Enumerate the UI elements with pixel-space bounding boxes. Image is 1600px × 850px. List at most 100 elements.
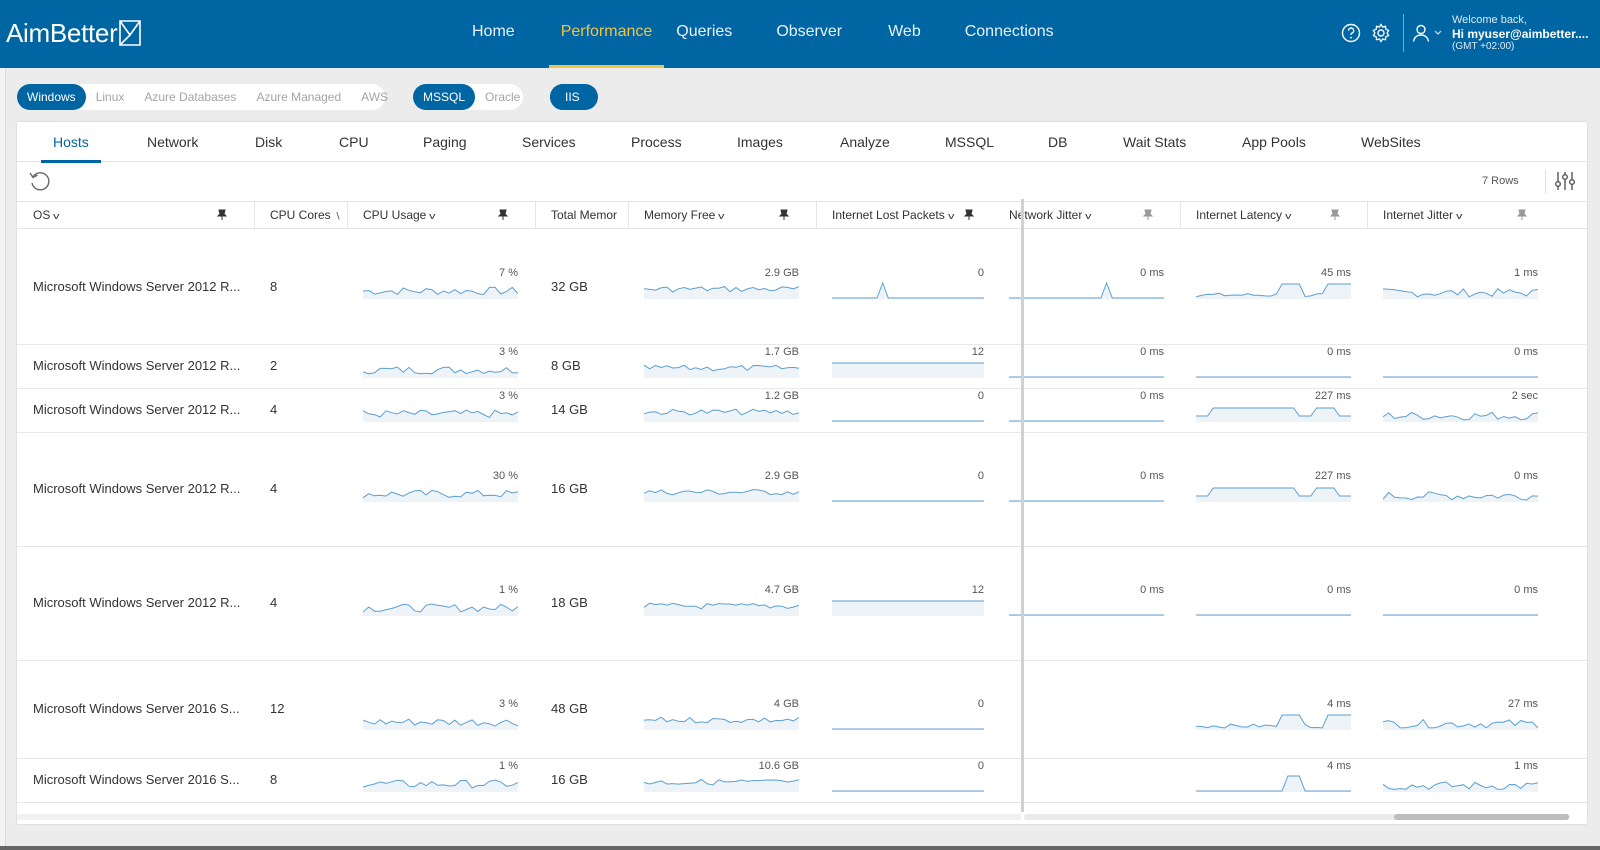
sparkline-lost[interactable] <box>832 774 984 792</box>
tab-app-pools[interactable]: App Pools <box>1242 134 1306 150</box>
frozen-column-divider[interactable] <box>1021 199 1024 812</box>
user-info[interactable]: Welcome back, Hi myuser@aimbetter.... (G… <box>1452 14 1588 53</box>
filter-azure-databases[interactable]: Azure Databases <box>144 90 237 104</box>
pin-icon[interactable] <box>778 209 790 221</box>
nav-home[interactable]: Home <box>472 23 515 40</box>
sort-chevron-icon[interactable]: v <box>1085 211 1092 221</box>
tab-services[interactable]: Services <box>522 134 576 150</box>
refresh-icon[interactable] <box>27 168 53 194</box>
tab-cpu[interactable]: CPU <box>339 134 369 150</box>
tab-websites[interactable]: WebSites <box>1361 134 1421 150</box>
sparkline-ijit[interactable] <box>1383 281 1538 299</box>
col-header-memory-free[interactable]: Memory Free v <box>644 202 725 229</box>
pin-icon[interactable] <box>497 209 509 221</box>
sparkline-lost[interactable] <box>832 712 984 730</box>
sparkline-lat[interactable] <box>1196 281 1351 299</box>
sparkline-ijit[interactable] <box>1383 360 1538 378</box>
sparkline-lat[interactable] <box>1196 712 1351 730</box>
sparkline-lat[interactable] <box>1196 598 1351 616</box>
col-header-total-memory[interactable]: Total Memor <box>551 202 617 229</box>
sparkline-njit[interactable] <box>1009 360 1164 378</box>
sparkline-ijit[interactable] <box>1383 404 1538 422</box>
sparkline-cpu[interactable] <box>363 774 518 792</box>
sparkline-njit[interactable] <box>1009 484 1164 502</box>
sparkline-free[interactable] <box>644 598 799 616</box>
left-sidebar-collapsed[interactable] <box>0 68 6 850</box>
tab-analyze[interactable]: Analyze <box>840 134 890 150</box>
filter-azure-managed[interactable]: Azure Managed <box>256 90 342 104</box>
tab-db[interactable]: DB <box>1048 134 1068 150</box>
sparkline-free[interactable] <box>644 712 799 730</box>
help-icon[interactable] <box>1340 22 1362 44</box>
col-header-os[interactable]: OS v <box>33 202 60 229</box>
sparkline-ijit[interactable] <box>1383 712 1538 730</box>
sparkline-cpu[interactable] <box>363 484 518 502</box>
sparkline-cpu[interactable] <box>363 281 518 299</box>
user-icon[interactable] <box>1410 22 1432 44</box>
sparkline-free[interactable] <box>644 774 799 792</box>
sparkline-lost[interactable] <box>832 360 984 378</box>
horizontal-scrollbar[interactable] <box>1024 814 1570 820</box>
tab-disk[interactable]: Disk <box>255 134 283 150</box>
tab-mssql[interactable]: MSSQL <box>945 134 995 150</box>
sparkline-ijit[interactable] <box>1383 484 1538 502</box>
col-header-internet-jitter[interactable]: Internet Jitter v <box>1383 202 1462 229</box>
pin-icon[interactable] <box>1329 209 1341 221</box>
gear-icon[interactable] <box>1370 22 1392 44</box>
scrollbar-thumb[interactable] <box>1394 814 1569 820</box>
sparkline-lat[interactable] <box>1196 404 1351 422</box>
filter-aws[interactable]: AWS <box>361 90 389 104</box>
nav-connections[interactable]: Connections <box>964 23 1054 40</box>
sparkline-njit[interactable] <box>1009 281 1164 299</box>
filter-windows[interactable]: Windows <box>17 84 86 110</box>
sparkline-lat[interactable] <box>1196 360 1351 378</box>
sparkline-lost[interactable] <box>832 404 984 422</box>
tab-process[interactable]: Process <box>631 134 682 150</box>
sparkline-free[interactable] <box>644 360 799 378</box>
tab-paging[interactable]: Paging <box>423 134 467 150</box>
col-header-internet-lost-packets[interactable]: Internet Lost Packets v <box>832 202 955 229</box>
chevron-down-icon[interactable] <box>1433 29 1443 37</box>
sort-chevron-icon[interactable]: v <box>1285 211 1292 221</box>
nav-web[interactable]: Web <box>888 23 921 40</box>
sparkline-cpu[interactable] <box>363 712 518 730</box>
sort-chevron-icon[interactable]: v <box>53 211 60 221</box>
sort-chevron-icon[interactable]: v <box>1456 211 1463 221</box>
col-header-network-jitter[interactable]: Network Jitter v <box>1009 202 1092 229</box>
sort-chevron-icon[interactable]: v <box>718 211 725 221</box>
sparkline-cpu[interactable] <box>363 404 518 422</box>
sparkline-cpu[interactable] <box>363 360 518 378</box>
sparkline-lost[interactable] <box>832 484 984 502</box>
sparkline-lat[interactable] <box>1196 774 1351 792</box>
filter-iis[interactable]: IIS <box>550 84 595 110</box>
nav-performance[interactable]: Performance <box>548 0 665 68</box>
nav-queries[interactable]: Queries <box>676 23 733 40</box>
sparkline-njit[interactable] <box>1009 404 1164 422</box>
sparkline-lat[interactable] <box>1196 484 1351 502</box>
tab-network[interactable]: Network <box>147 134 199 150</box>
nav-observer[interactable]: Observer <box>776 23 843 40</box>
sort-chevron-icon[interactable]: v <box>947 211 955 221</box>
sparkline-free[interactable] <box>644 484 799 502</box>
sparkline-ijit[interactable] <box>1383 598 1538 616</box>
tab-wait-stats[interactable]: Wait Stats <box>1123 134 1187 150</box>
filter-mssql[interactable]: MSSQL <box>413 84 476 110</box>
filter-linux[interactable]: Linux <box>95 90 125 104</box>
sparkline-free[interactable] <box>644 281 799 299</box>
sparkline-lost[interactable] <box>832 281 984 299</box>
pin-icon[interactable] <box>1516 209 1528 221</box>
sparkline-njit[interactable] <box>1009 598 1164 616</box>
pin-icon[interactable] <box>963 209 975 221</box>
sparkline-lost[interactable] <box>832 598 984 616</box>
sparkline-free[interactable] <box>644 404 799 422</box>
pin-icon[interactable] <box>216 209 228 221</box>
col-header-internet-latency[interactable]: Internet Latency v <box>1196 202 1291 229</box>
col-header-cpu-cores[interactable]: CPU Cores ∖ <box>270 202 340 229</box>
filter-oracle[interactable]: Oracle <box>485 90 521 104</box>
column-settings-icon[interactable] <box>1552 168 1578 194</box>
tab-images[interactable]: Images <box>737 134 783 150</box>
sparkline-ijit[interactable] <box>1383 774 1538 792</box>
tab-hosts[interactable]: Hosts <box>41 122 101 163</box>
sort-chevron-icon[interactable]: v <box>429 211 436 221</box>
pin-icon[interactable] <box>1142 209 1154 221</box>
